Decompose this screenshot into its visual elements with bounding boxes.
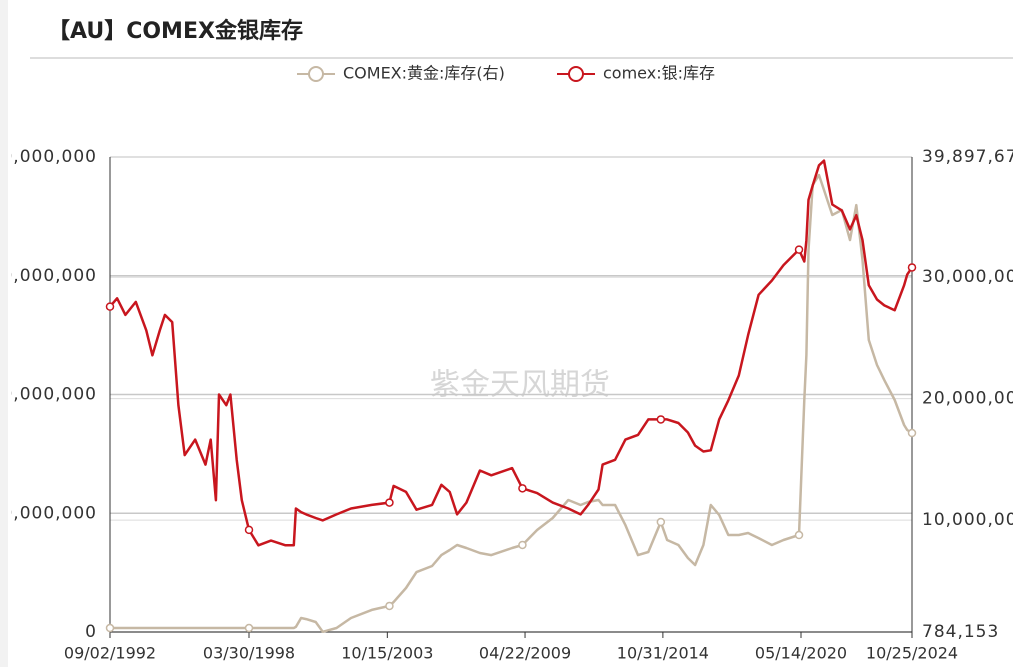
series-marker	[794, 245, 804, 254]
left-labels: 0 100,000,000 200,000,000 300,000,000 400,00…	[0, 147, 97, 642]
chart-title: 【AU】COMEX金银库存	[48, 18, 303, 44]
series-marker	[656, 415, 666, 424]
legend-label: COMEX:黄金:库存(右)	[343, 64, 505, 83]
series-line	[110, 173, 913, 634]
y-tick-label: 300,000,000	[0, 266, 97, 286]
series-marker	[244, 525, 254, 535]
y-tick-label: 200,000,000	[0, 385, 97, 405]
x-tick-label: 10/31/2014	[617, 644, 709, 663]
series-marker	[105, 623, 115, 633]
series-marker	[385, 498, 394, 507]
y-tick-label: 100,000,000	[0, 503, 97, 523]
x-tick-label: 03/30/1998	[203, 644, 295, 663]
x-tick-label: 04/22/2009	[479, 644, 571, 663]
series-marker	[385, 601, 394, 611]
series-marker	[656, 517, 666, 527]
y2-tick-label: 784,153	[922, 622, 999, 642]
x-tick-label: 10/25/2024	[866, 644, 958, 663]
y-tick-label: 400,000,000	[0, 147, 97, 167]
series-marker	[105, 302, 115, 311]
left-strip	[0, 0, 8, 667]
series-line	[109, 159, 914, 547]
legend-label: comex:银:库存	[603, 64, 715, 83]
x-tick-label: 10/15/2003	[341, 644, 433, 663]
watermark: 紫金天风期货	[430, 368, 610, 403]
y2-tick-label: 30,000,000	[922, 267, 1023, 287]
y2-tick-label: 20,000,000	[922, 389, 1023, 409]
series-marker	[907, 428, 917, 438]
legend-swatch-dot	[568, 66, 584, 82]
x-tick-label: 05/14/2020	[755, 644, 847, 663]
series-marker	[244, 623, 254, 633]
series-marker	[907, 263, 917, 272]
y-tick-label: 0	[85, 622, 97, 642]
y2-tick-label: 10,000,000	[922, 510, 1023, 530]
series-marker	[518, 484, 527, 493]
x-tick-label: 09/02/1992	[64, 644, 156, 663]
legend-swatch-dot	[308, 66, 324, 82]
y2-tick-label: 39,897,670	[922, 147, 1023, 167]
right-labels: 784,153 10,000,000 20,000,000 30,000,000 39,…	[922, 147, 1023, 642]
series-marker	[794, 530, 804, 540]
series-marker	[518, 540, 527, 550]
